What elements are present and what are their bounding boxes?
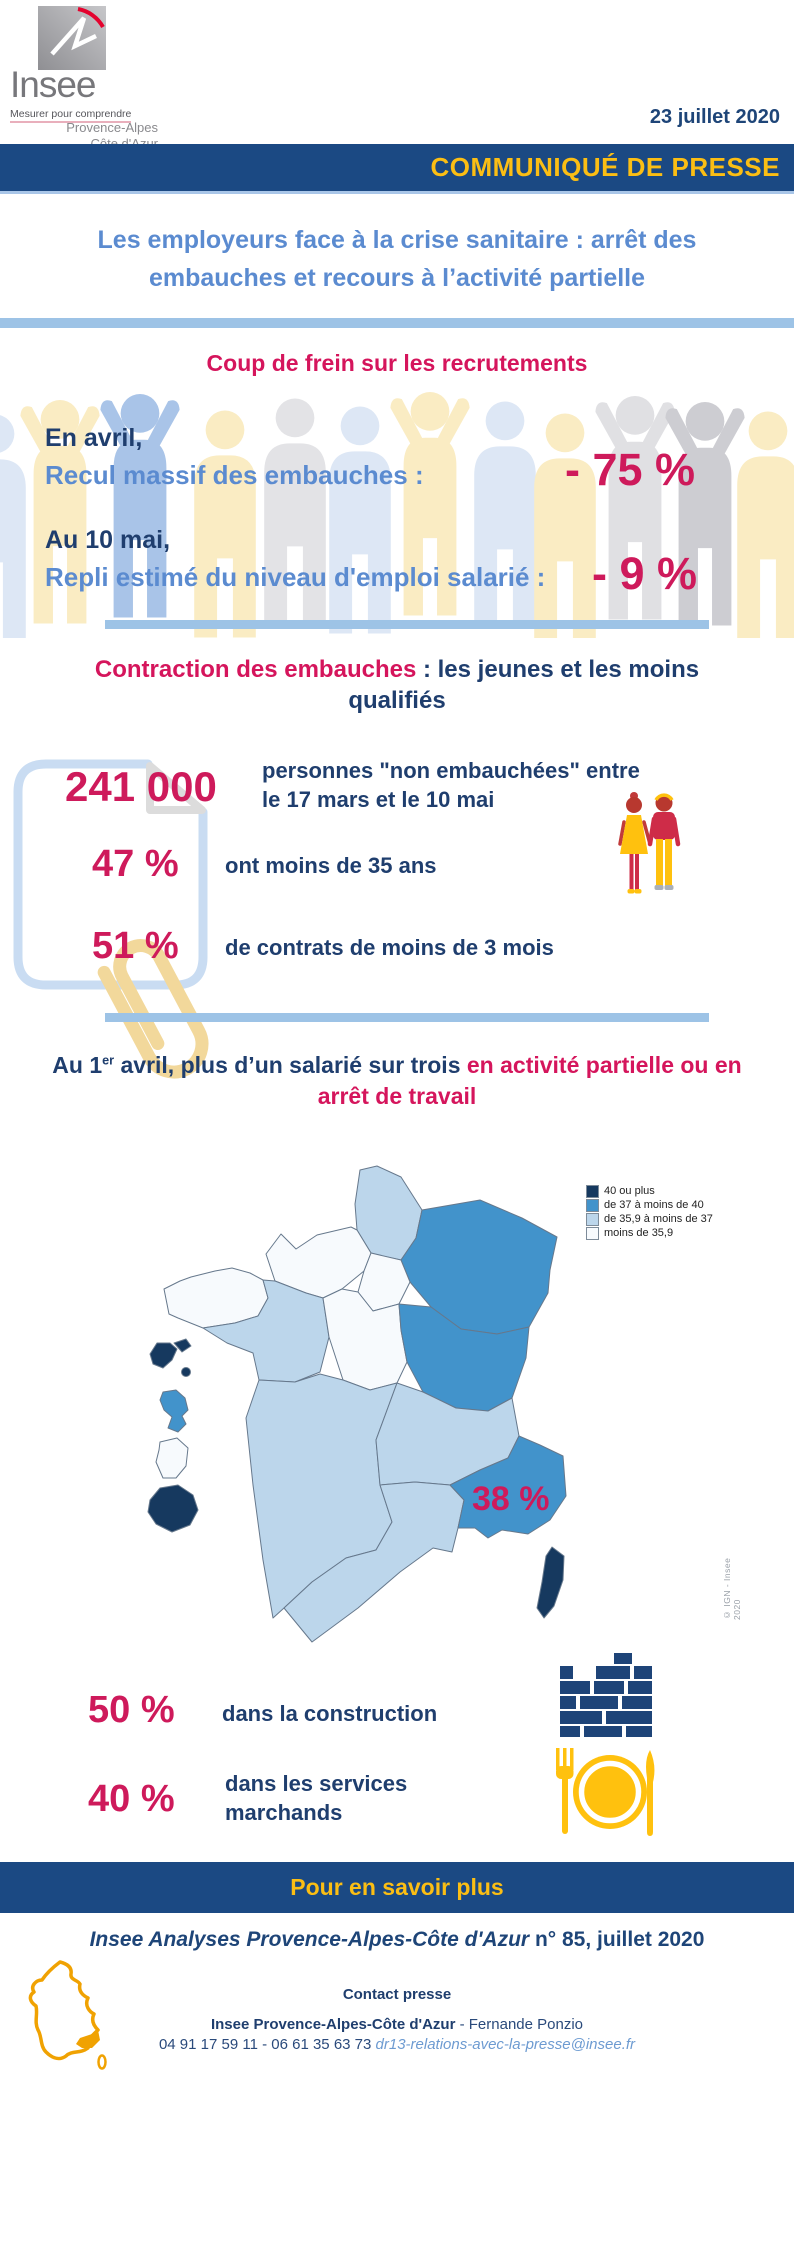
stat-period-april: En avril, [45, 424, 143, 452]
legend-item: de 35,9 à moins de 37 [586, 1212, 713, 1226]
stat-label-under35: ont moins de 35 ans [225, 853, 437, 878]
document-paperclip-icon [13, 759, 209, 1079]
stat-label-construction: dans la construction [222, 1701, 438, 1726]
divider-top [0, 318, 794, 328]
stat-value-construction: 50 % [88, 1689, 175, 1731]
contact-heading: Contact presse [342, 1986, 452, 2003]
map-region-guadeloupe [149, 1342, 178, 1369]
divider-contraction [105, 1013, 709, 1022]
legend-swatch-light [586, 1212, 599, 1226]
legend-swatch-dark [586, 1184, 599, 1198]
map-region-paca [449, 1435, 567, 1539]
stat-value-services: 40 % [88, 1778, 175, 1820]
heading-pink-part: en activité partielle ou en arrêt de tra… [317, 1052, 742, 1110]
stat-value-under35: 47 % [92, 843, 179, 885]
map-value-label: 38 % [472, 1480, 550, 1518]
legend-item: 40 ou plus [586, 1184, 713, 1198]
press-banner-label: COMMUNIQUÉ DE PRESSE [430, 152, 780, 182]
section-contraction-heading: Contraction des embauches : les jeunes e… [47, 655, 747, 716]
section-recruitments-heading: Coup de frein sur les recrutements [206, 350, 588, 376]
heading-highlight: Contraction des embauches [94, 656, 417, 683]
insee-logo-wordmark: Insee [10, 64, 97, 105]
map-region-guyane [155, 1437, 189, 1479]
stat-label-not-hired: personnes "non embauchées" entre le 17 m… [262, 758, 640, 812]
stat-label-short-contracts: de contrats de moins de 3 mois [225, 935, 554, 960]
stat-value-short-contracts: 51 % [92, 925, 179, 967]
press-date: 23 juillet 2020 [649, 106, 780, 128]
map-credit: © IGN - Insee 2020 [722, 1557, 742, 1620]
stat-label-hirings: Recul massif des embauches : [45, 460, 424, 490]
france-outline-icon [28, 1960, 107, 2070]
more-info-banner-label: Pour en savoir plus [290, 1874, 504, 1900]
restaurant-plate-icon [556, 1748, 655, 1836]
map-legend: 40 ou plus de 37 à moins de 40 de 35,9 à… [586, 1184, 713, 1240]
insee-logo-icon [38, 6, 106, 70]
map-region-martinique [159, 1389, 189, 1433]
map-region-la-reunion [147, 1484, 199, 1533]
heading-navy-part: Au 1er avril, plus d’un salarié sur troi… [52, 1052, 467, 1078]
contact-name-line: Insee Provence-Alpes-Côte d'Azur - Ferna… [210, 2016, 584, 2033]
page-title: Les employeurs face à la crise sanitaire… [97, 226, 697, 292]
map-region-corse [536, 1546, 565, 1619]
young-couple-icon [618, 792, 681, 894]
more-info-banner: Pour en savoir plus [0, 1862, 794, 1913]
stat-value-hirings: - 75 % [565, 444, 696, 495]
heading-rest: : les jeunes et les moins qualifiés [348, 656, 700, 714]
contact-phone-line: 04 91 17 59 11 - 06 61 35 63 73 dr13-rel… [158, 2036, 636, 2053]
contact-email-link[interactable]: dr13-relations-avec-la-presse@insee.fr [375, 2036, 636, 2053]
stat-period-may: Au 10 mai, [45, 526, 171, 554]
press-banner: COMMUNIQUÉ DE PRESSE [0, 144, 794, 191]
insee-logo-tagline: Mesurer pour comprendre [10, 108, 132, 123]
legend-swatch-white [586, 1226, 599, 1240]
section-partial-activity-heading: Au 1er avril, plus d’un salarié sur troi… [27, 1050, 767, 1112]
stat-value-employment: - 9 % [592, 548, 698, 599]
legend-swatch-medium [586, 1198, 599, 1212]
publication-reference: Insee Analyses Provence-Alpes-Côte d'Azu… [89, 1928, 705, 1951]
divider-recruitments [105, 620, 709, 629]
brick-wall-icon [560, 1653, 652, 1737]
stat-label-services: dans les services marchands [225, 1771, 408, 1825]
legend-item: de 37 à moins de 40 [586, 1198, 713, 1212]
banner-underline [0, 191, 794, 194]
legend-item: moins de 35,9 [586, 1226, 713, 1240]
insee-logo: Insee Mesurer pour comprendre Provence-A… [10, 4, 170, 154]
stat-label-employment: Repli estimé du niveau d'emploi salarié … [45, 562, 546, 592]
stat-value-not-hired: 241 000 [65, 763, 217, 810]
france-choropleth-map [147, 1165, 567, 1643]
